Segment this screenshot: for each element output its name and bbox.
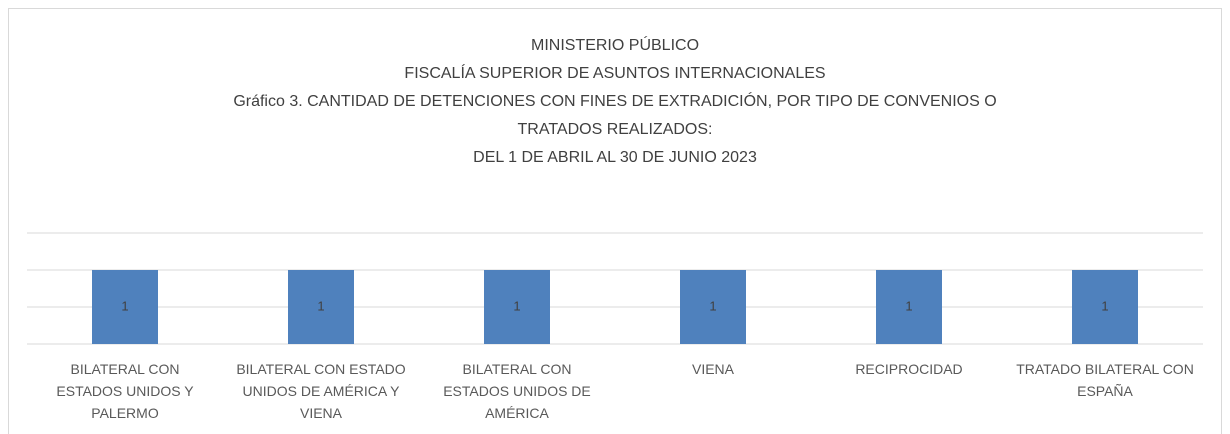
- x-tick-label: BILATERAL CON ESTADOS UNIDOS Y PALERMO: [56, 361, 194, 421]
- chart-title: MINISTERIO PÚBLICO: [531, 35, 699, 54]
- data-label: 1: [513, 298, 520, 313]
- bar: [484, 270, 550, 344]
- chart-title: Gráfico 3. CANTIDAD DE DETENCIONES CON F…: [233, 91, 996, 110]
- bar: [876, 270, 942, 344]
- bar: [92, 270, 158, 344]
- bar: [680, 270, 746, 344]
- bar: [288, 270, 354, 344]
- x-tick-label: VIENA: [692, 361, 735, 377]
- chart-frame: [8, 8, 1222, 434]
- x-tick-label: BILATERAL CON ESTADOS UNIDOS DE AMÉRICA: [443, 361, 591, 421]
- chart-title: DEL 1 DE ABRIL AL 30 DE JUNIO 2023: [473, 149, 757, 166]
- data-label: 1: [1101, 298, 1108, 313]
- chart-title: FISCALÍA SUPERIOR DE ASUNTOS INTERNACION…: [404, 63, 825, 82]
- chart-title: TRATADOS REALIZADOS:: [518, 121, 713, 138]
- data-label: 1: [905, 298, 912, 313]
- data-label: 1: [317, 298, 324, 313]
- x-tick-label: RECIPROCIDAD: [855, 361, 962, 377]
- data-label: 1: [121, 298, 128, 313]
- bar: [1072, 270, 1138, 344]
- data-label: 1: [709, 298, 716, 313]
- x-tick-label: TRATADO BILATERAL CON ESPAÑA: [1016, 361, 1194, 399]
